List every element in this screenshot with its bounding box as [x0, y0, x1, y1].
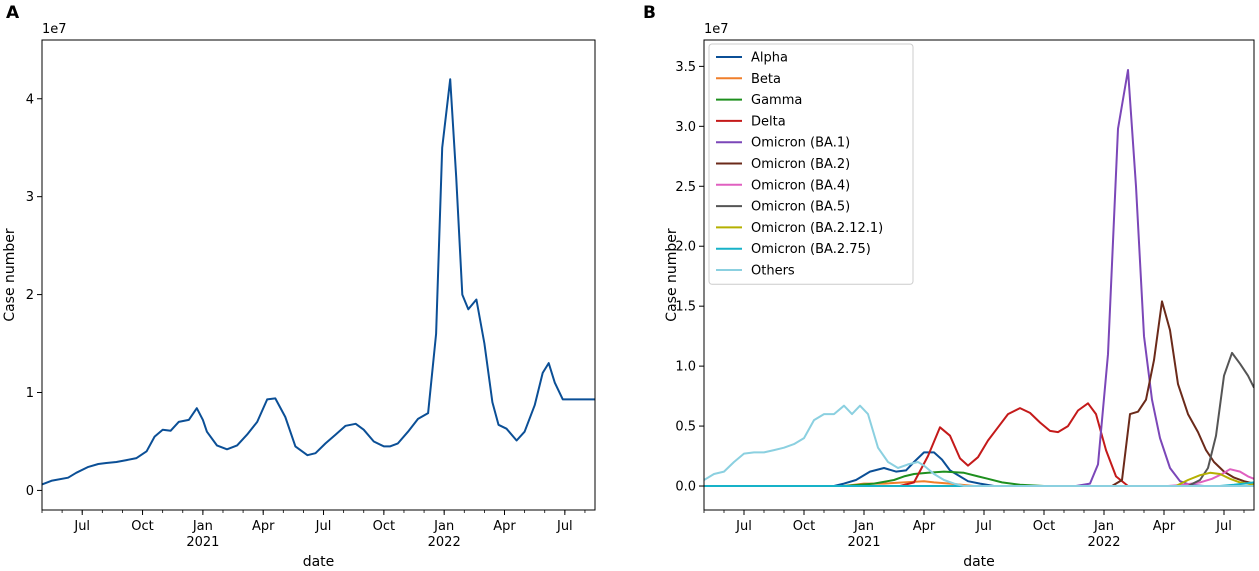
legend-label: Omicron (BA.2) — [751, 157, 850, 172]
series-line-others — [704, 404, 1254, 487]
x-year-label: 2022 — [428, 535, 461, 550]
panel-label: A — [6, 3, 20, 23]
y-tick-label: 3.5 — [675, 60, 696, 75]
x-tick-label: Jan — [853, 519, 874, 534]
x-tick-label: Apr — [252, 519, 275, 534]
y-tick-label: 0.5 — [675, 420, 696, 435]
legend-label: Omicron (BA.2.75) — [751, 242, 871, 257]
y-tick-label: 1 — [26, 386, 34, 401]
x-tick-label: Jan — [433, 519, 454, 534]
legend-entry: Alpha — [716, 51, 788, 66]
x-axis-label: date — [303, 554, 335, 570]
y-tick-label: 1.0 — [675, 360, 696, 375]
y-tick-label: 2 — [26, 288, 34, 303]
x-tick-label: Jul — [1215, 519, 1232, 534]
y-tick-label: 3 — [26, 190, 34, 205]
series-lines — [704, 69, 1254, 487]
x-year-label: 2021 — [847, 535, 880, 550]
legend-label: Omicron (BA.2.12.1) — [751, 221, 883, 236]
x-tick-label: Jul — [556, 519, 573, 534]
series-line-omicron-ba-1 — [704, 69, 1254, 487]
y-tick-label: 1.5 — [675, 300, 696, 315]
x-year-label: 2022 — [1087, 535, 1120, 550]
series-line-omicron-ba-5 — [704, 351, 1254, 487]
series-line-alpha — [704, 451, 1254, 487]
x-tick-label: Oct — [793, 519, 815, 534]
legend-entry: Omicron (BA.4) — [716, 178, 850, 193]
legend-entry: Omicron (BA.5) — [716, 200, 850, 215]
y-scale-label: 1e7 — [42, 22, 67, 37]
x-tick-label: Jul — [73, 519, 90, 534]
x-tick-label: Oct — [1033, 519, 1055, 534]
legend-label: Beta — [751, 72, 781, 87]
x-tick-label: Apr — [493, 519, 516, 534]
y-tick-label: 3.0 — [675, 120, 696, 135]
y-axis-label: Case number — [2, 228, 18, 322]
x-tick-label: Apr — [1153, 519, 1176, 534]
x-tick-label: Jul — [315, 519, 332, 534]
x-tick-label: Apr — [913, 519, 936, 534]
legend-entry: Others — [716, 264, 795, 279]
y-tick-label: 0.0 — [675, 480, 696, 495]
series-line-omicron-ba-2 — [704, 300, 1254, 487]
y-tick-label: 0 — [26, 484, 34, 499]
legend-label: Gamma — [751, 93, 802, 108]
series-lines — [42, 78, 595, 486]
legend-entry: Omicron (BA.2.75) — [716, 242, 871, 257]
x-tick-label: Jul — [735, 519, 752, 534]
legend-box — [708, 43, 914, 285]
x-tick-label: Jan — [192, 519, 213, 534]
series-line-total — [42, 78, 595, 486]
legend-entry: Beta — [716, 72, 781, 87]
legend-label: Omicron (BA.5) — [751, 200, 850, 215]
legend-entry: Omicron (BA.2.12.1) — [716, 221, 883, 236]
legend-entry: Omicron (BA.1) — [716, 136, 850, 151]
series-line-gamma — [704, 470, 1254, 487]
series-line-delta — [704, 402, 1254, 487]
y-tick-label: 2.5 — [675, 180, 696, 195]
legend-label: Alpha — [751, 51, 788, 66]
x-tick-label: Jan — [1093, 519, 1114, 534]
legend-entry: Gamma — [716, 93, 802, 108]
x-tick-label: Jul — [975, 519, 992, 534]
y-tick-label: 4 — [26, 92, 34, 107]
x-axis-label: date — [963, 554, 995, 570]
x-tick-label: Oct — [131, 519, 153, 534]
legend-label: Omicron (BA.4) — [751, 178, 850, 193]
x-year-label: 2021 — [186, 535, 219, 550]
plot-frame — [703, 39, 1255, 511]
x-tick-label: Oct — [373, 519, 395, 534]
plot-frame — [41, 39, 596, 511]
legend-entry: Delta — [716, 114, 786, 129]
legend-entry: Omicron (BA.2) — [716, 157, 850, 172]
legend-label: Delta — [751, 114, 786, 129]
y-scale-label: 1e7 — [704, 22, 729, 37]
y-axis-label: Case number — [664, 228, 680, 322]
y-tick-label: 2.0 — [675, 240, 696, 255]
panel-label: B — [643, 3, 656, 23]
legend-label: Others — [751, 264, 795, 279]
legend: Alpha Beta Gamma Delta Omicron (BA.1) Omicron… — [708, 43, 914, 285]
legend-label: Omicron (BA.1) — [751, 136, 850, 151]
